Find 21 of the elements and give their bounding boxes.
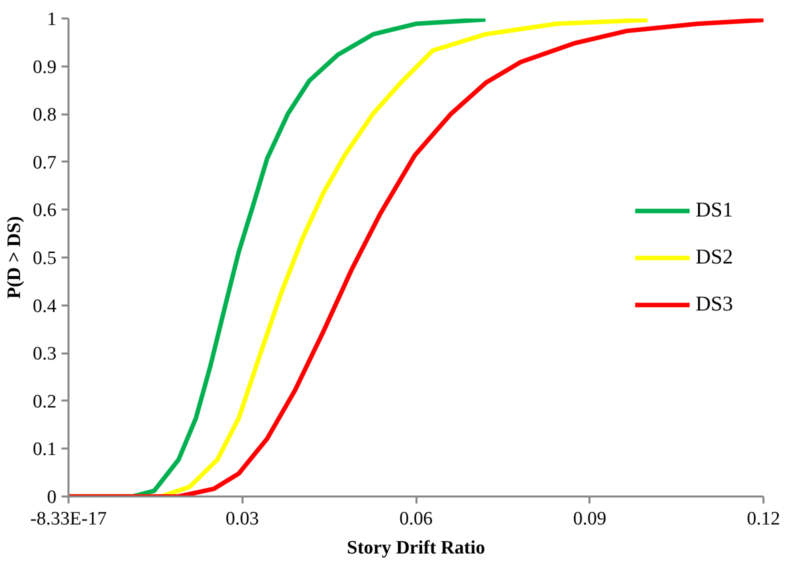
- y-tick-label: 0.1: [32, 439, 56, 460]
- y-tick-label: 0.3: [32, 344, 56, 365]
- x-tick-label: -8.33E-17: [30, 508, 107, 530]
- y-tick-label: 0.2: [32, 391, 56, 412]
- y-tick-label: 0.8: [32, 104, 56, 126]
- y-axis-title: P(D > DS): [4, 216, 25, 299]
- y-tick-label: 0.7: [32, 152, 56, 174]
- legend-label: DS3: [696, 292, 733, 316]
- x-tick-label: 0.06: [399, 508, 433, 530]
- x-tick-label: 0.09: [573, 508, 606, 530]
- y-tick-label: 1: [47, 9, 56, 30]
- y-tick-label: 0: [47, 487, 56, 508]
- y-tick-label: 0.4: [32, 296, 57, 317]
- y-tick-label: 0.5: [32, 248, 56, 269]
- legend-label: DS1: [696, 198, 733, 222]
- y-tick-label: 0.9: [32, 56, 56, 78]
- y-tick-label: 0.6: [32, 200, 56, 222]
- x-tick-label: 0.12: [746, 508, 780, 530]
- legend-label: DS2: [696, 244, 733, 270]
- x-axis-title: Story Drift Ratio: [346, 538, 486, 558]
- x-tick-label: 0.03: [226, 508, 259, 530]
